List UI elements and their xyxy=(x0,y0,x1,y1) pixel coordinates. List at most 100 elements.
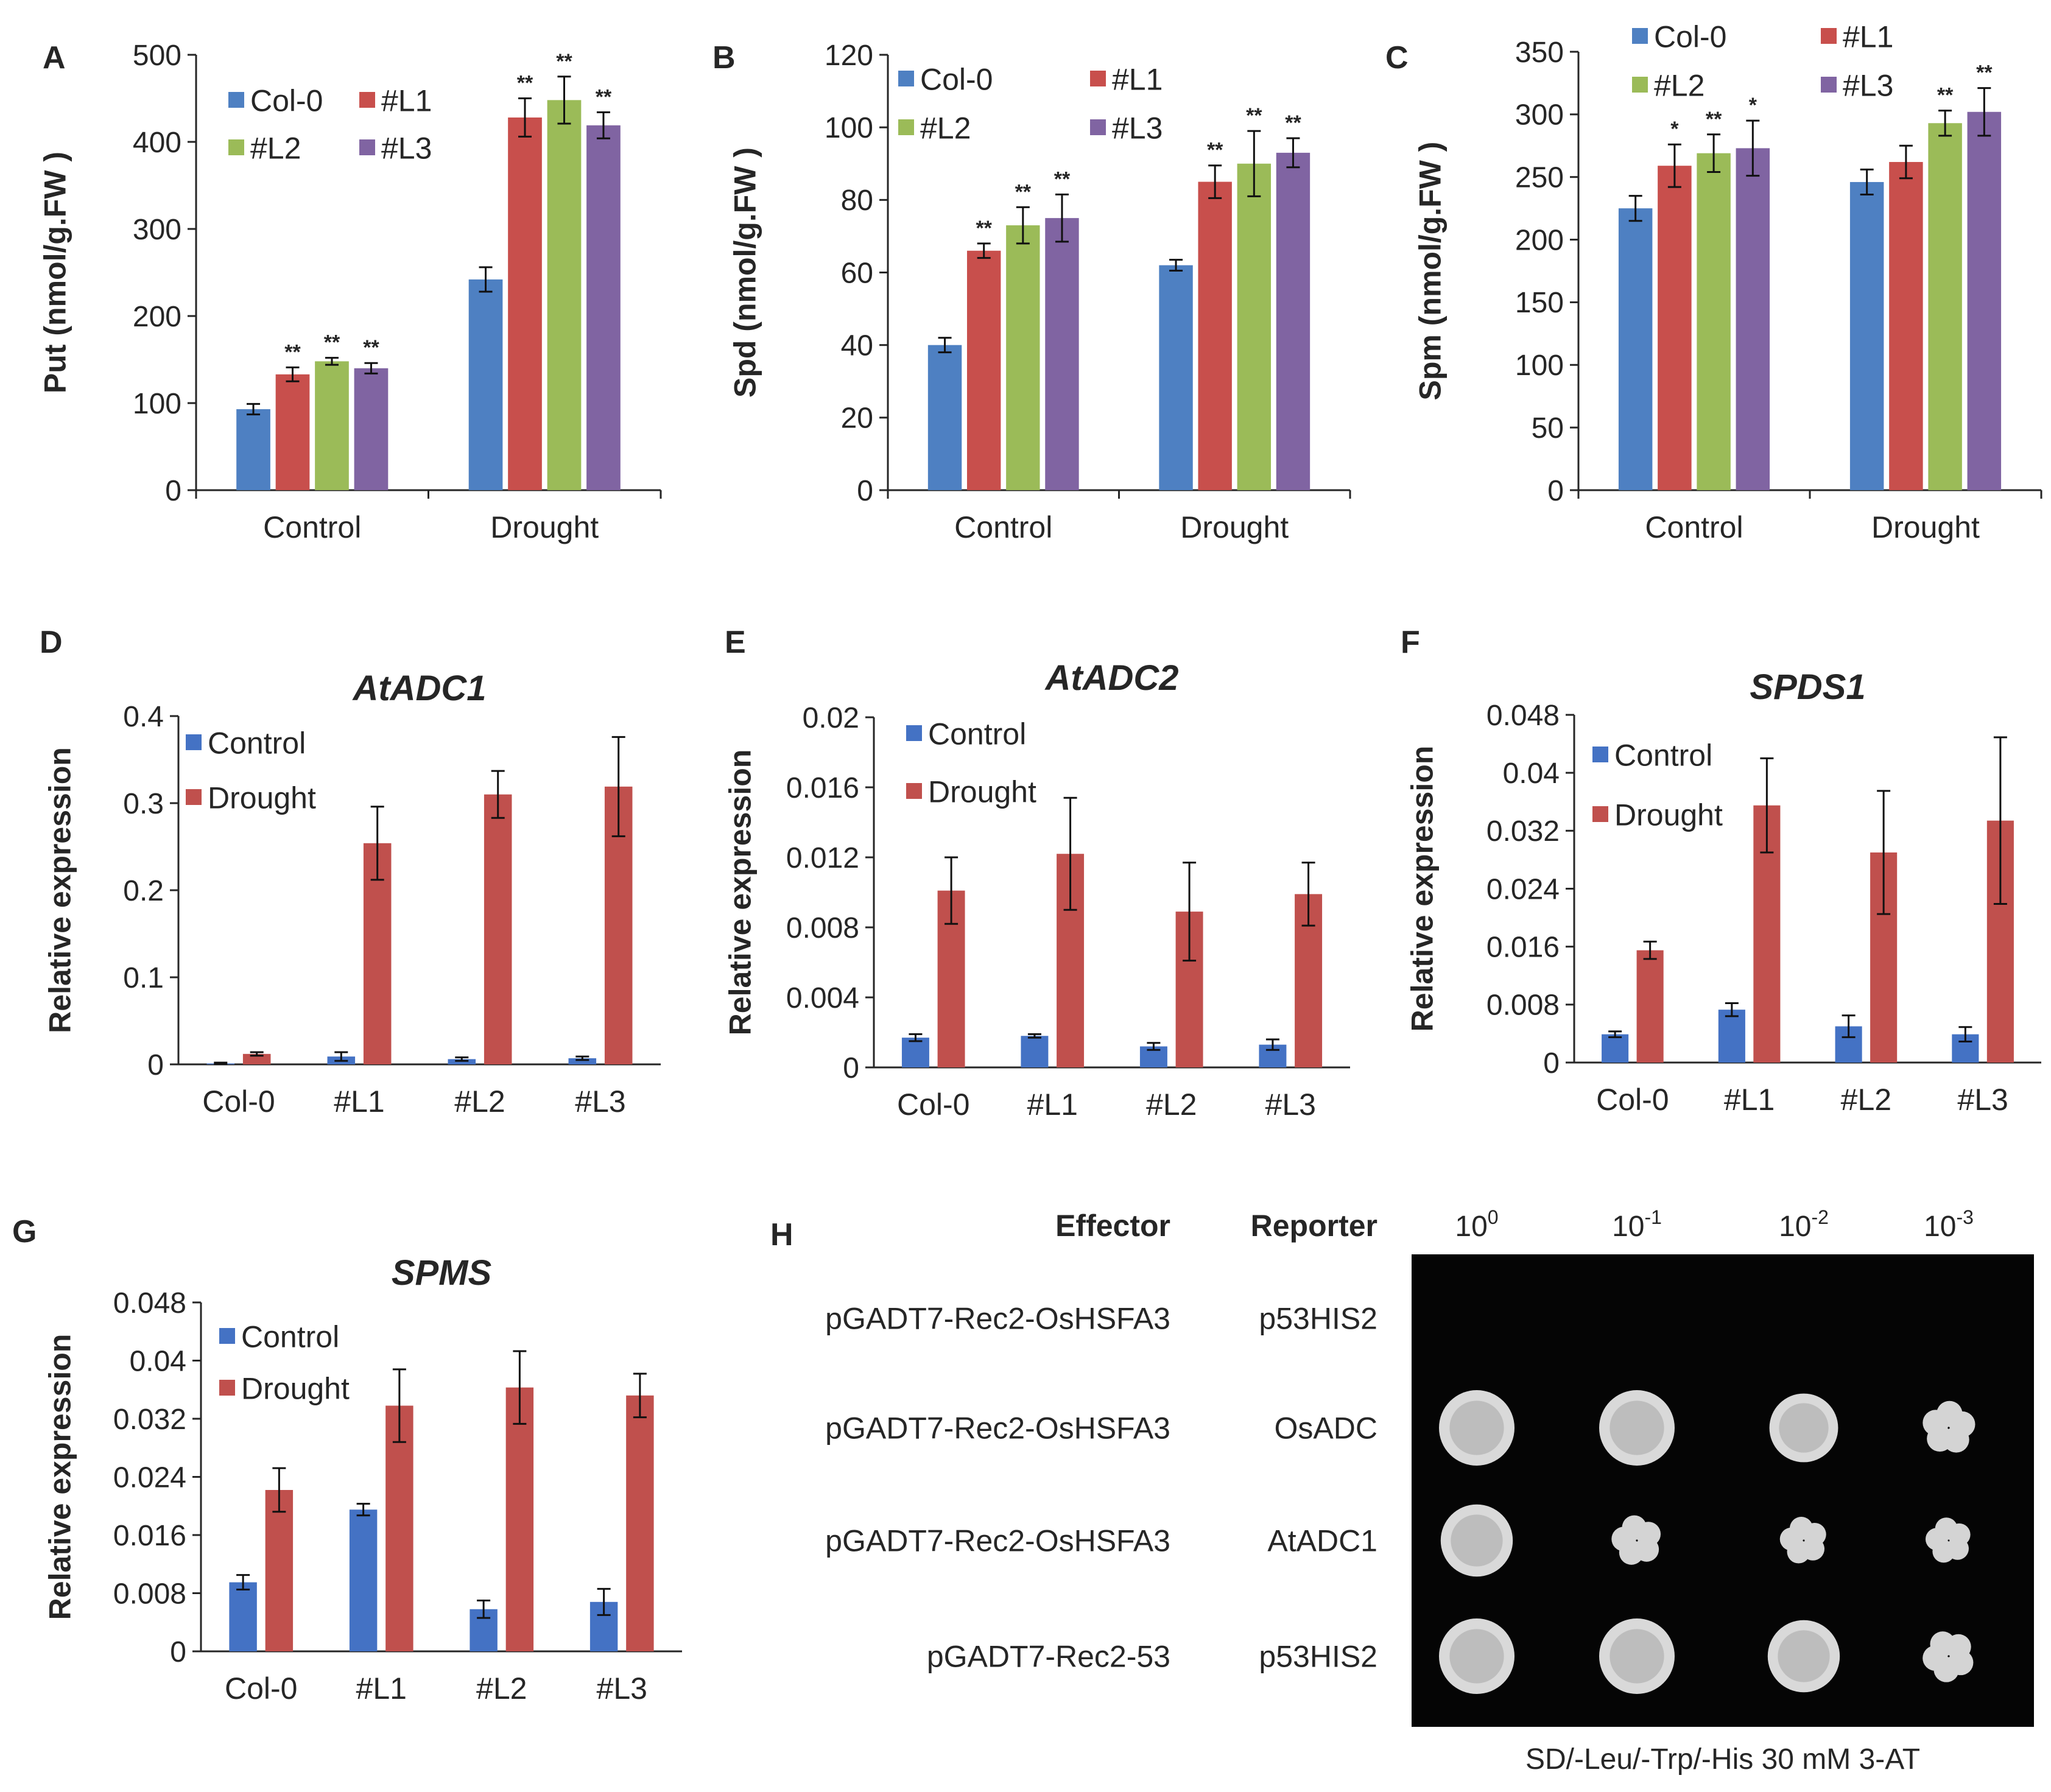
bar-C-0-2 xyxy=(1697,153,1731,491)
y-tick-label: 0.1 xyxy=(123,962,164,994)
y-tick-label: 0.016 xyxy=(1486,931,1560,963)
yeast-colony-spot xyxy=(1933,1657,1959,1682)
significance-mark: ** xyxy=(1937,84,1954,107)
y-tick-label: 100 xyxy=(1515,350,1564,382)
chart-panel-G: G SPMS Relative expression 0 0.008 0.016 0.024… xyxy=(12,1214,682,1706)
bar-C-1-1 xyxy=(1889,162,1923,490)
y-tick-label: 0.016 xyxy=(786,772,859,804)
legend-swatch xyxy=(219,1328,235,1344)
y-axis-label: Relative expression xyxy=(43,747,77,1033)
y-tick-label: 200 xyxy=(133,301,181,333)
panel-label: B xyxy=(712,40,736,76)
y-tick-label: 0.008 xyxy=(1486,989,1560,1022)
y-tick-label: 0 xyxy=(165,475,181,507)
yeast-colony-spot xyxy=(1609,1400,1664,1455)
y-axis-label: Relative expression xyxy=(1405,746,1440,1032)
x-tick-label: Col-0 xyxy=(225,1671,297,1706)
legend-label: #L3 xyxy=(381,132,432,166)
y-tick-label: 0.04 xyxy=(130,1345,186,1377)
legend-label: #L3 xyxy=(1843,69,1893,103)
legend-swatch xyxy=(359,139,375,155)
bar-D-3-0 xyxy=(568,1058,597,1064)
dilution-base: 10 xyxy=(1779,1210,1811,1243)
bar-C-0-3 xyxy=(1736,148,1770,490)
significance-mark: ** xyxy=(1706,108,1722,131)
x-tick-label: Col-0 xyxy=(202,1084,275,1119)
x-tick-label: #L3 xyxy=(1957,1083,2008,1117)
panel-label: H xyxy=(770,1217,793,1253)
effector-label: pGADT7-Rec2-53 xyxy=(927,1640,1170,1674)
y-tick-label: 0.024 xyxy=(113,1461,186,1494)
effector-header: Effector xyxy=(1055,1209,1170,1243)
legend-swatch xyxy=(1592,747,1608,762)
legend-label: Control xyxy=(1614,739,1712,773)
dilution-exponent: 0 xyxy=(1488,1206,1499,1228)
y-tick-label: 0 xyxy=(857,475,873,507)
yeast-colony-spot xyxy=(1634,1537,1659,1562)
yeast-colony-spot xyxy=(1949,1411,1975,1438)
bar-A-1-2 xyxy=(547,100,582,491)
legend-swatch xyxy=(186,734,202,750)
dilution-exponent: -3 xyxy=(1956,1206,1973,1228)
chart-panel-D: D AtADC1 Relative expression 0 0.1 0.2 0.3 0.4 C… xyxy=(40,625,661,1119)
y-axis-label: Relative expression xyxy=(723,750,758,1036)
significance-mark: ** xyxy=(1015,180,1032,203)
y-tick-label: 500 xyxy=(133,40,181,72)
bar-B-1-3 xyxy=(1276,152,1310,490)
y-tick-label: 0.04 xyxy=(1503,757,1560,790)
x-tick-label: #L2 xyxy=(1841,1083,1891,1117)
y-tick-label: 0.3 xyxy=(123,788,164,820)
bar-F-0-1 xyxy=(1636,950,1664,1063)
panel-label: F xyxy=(1401,625,1420,660)
panel-label: C xyxy=(1385,40,1409,76)
legend-label: #L2 xyxy=(1654,69,1704,103)
dilution-base: 10 xyxy=(1612,1210,1644,1243)
x-tick-label: #L2 xyxy=(454,1084,505,1119)
y-tick-label: 40 xyxy=(841,329,873,362)
bar-A-0-3 xyxy=(354,368,389,490)
x-tick-label: #L3 xyxy=(575,1084,625,1119)
bar-B-1-0 xyxy=(1159,265,1193,490)
y-axis-label: Spd (nmol/g.FW ) xyxy=(728,147,762,398)
dilution-base: 10 xyxy=(1455,1210,1487,1243)
bar-C-1-0 xyxy=(1849,181,1884,490)
yeast-colony-spot xyxy=(1779,1403,1829,1453)
y-tick-label: 0.02 xyxy=(803,702,859,734)
legend-label: Col-0 xyxy=(1654,20,1726,54)
legend-swatch xyxy=(906,783,922,799)
panel-h-yeast-one-hybrid: H Effector Reporter 100 10-1 10-2 10-3pGADT7-R… xyxy=(770,1206,2034,1776)
reporter-label: OsADC xyxy=(1275,1411,1377,1446)
bar-A-1-3 xyxy=(586,125,621,490)
x-tick-label: #L2 xyxy=(1146,1087,1197,1122)
bar-B-0-1 xyxy=(966,250,1001,490)
significance-mark: ** xyxy=(596,85,612,108)
bar-E-1-0 xyxy=(1021,1036,1049,1067)
x-tick-label: #L2 xyxy=(476,1671,527,1706)
y-axis-label: Spm (nmol/g.FW ) xyxy=(1413,142,1448,401)
bar-C-0-1 xyxy=(1658,166,1692,490)
reporter-header: Reporter xyxy=(1251,1209,1377,1243)
dilution-label: 10-3 xyxy=(1924,1206,1974,1243)
panel-label: A xyxy=(43,40,66,76)
legend-swatch xyxy=(1592,806,1608,822)
y-tick-label: 0.032 xyxy=(1486,815,1560,848)
bar-A-0-0 xyxy=(236,409,270,490)
y-tick-label: 0.004 xyxy=(786,982,859,1014)
legend-label: Control xyxy=(208,726,306,761)
chart-title: SPDS1 xyxy=(1750,667,1865,707)
y-tick-label: 200 xyxy=(1515,224,1564,256)
significance-mark: * xyxy=(1749,94,1757,117)
y-axis-label: Put (nmol/g.FW ) xyxy=(38,152,72,393)
x-tick-label: #L3 xyxy=(1265,1087,1316,1122)
significance-mark: ** xyxy=(1207,139,1223,162)
bar-G-2-1 xyxy=(505,1387,534,1651)
dilution-label: 100 xyxy=(1455,1206,1498,1243)
legend-label: #L3 xyxy=(1112,111,1163,146)
x-tick-label: Control xyxy=(1645,510,1743,544)
y-tick-label: 0.032 xyxy=(113,1404,186,1436)
bar-C-1-3 xyxy=(1967,111,2002,490)
x-tick-label: #L1 xyxy=(334,1084,384,1119)
bar-A-0-2 xyxy=(315,361,349,490)
yeast-colony-spot xyxy=(1946,1537,1969,1560)
